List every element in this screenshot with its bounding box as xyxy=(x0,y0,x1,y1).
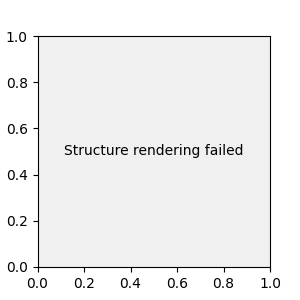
Text: Structure rendering failed: Structure rendering failed xyxy=(64,145,244,158)
